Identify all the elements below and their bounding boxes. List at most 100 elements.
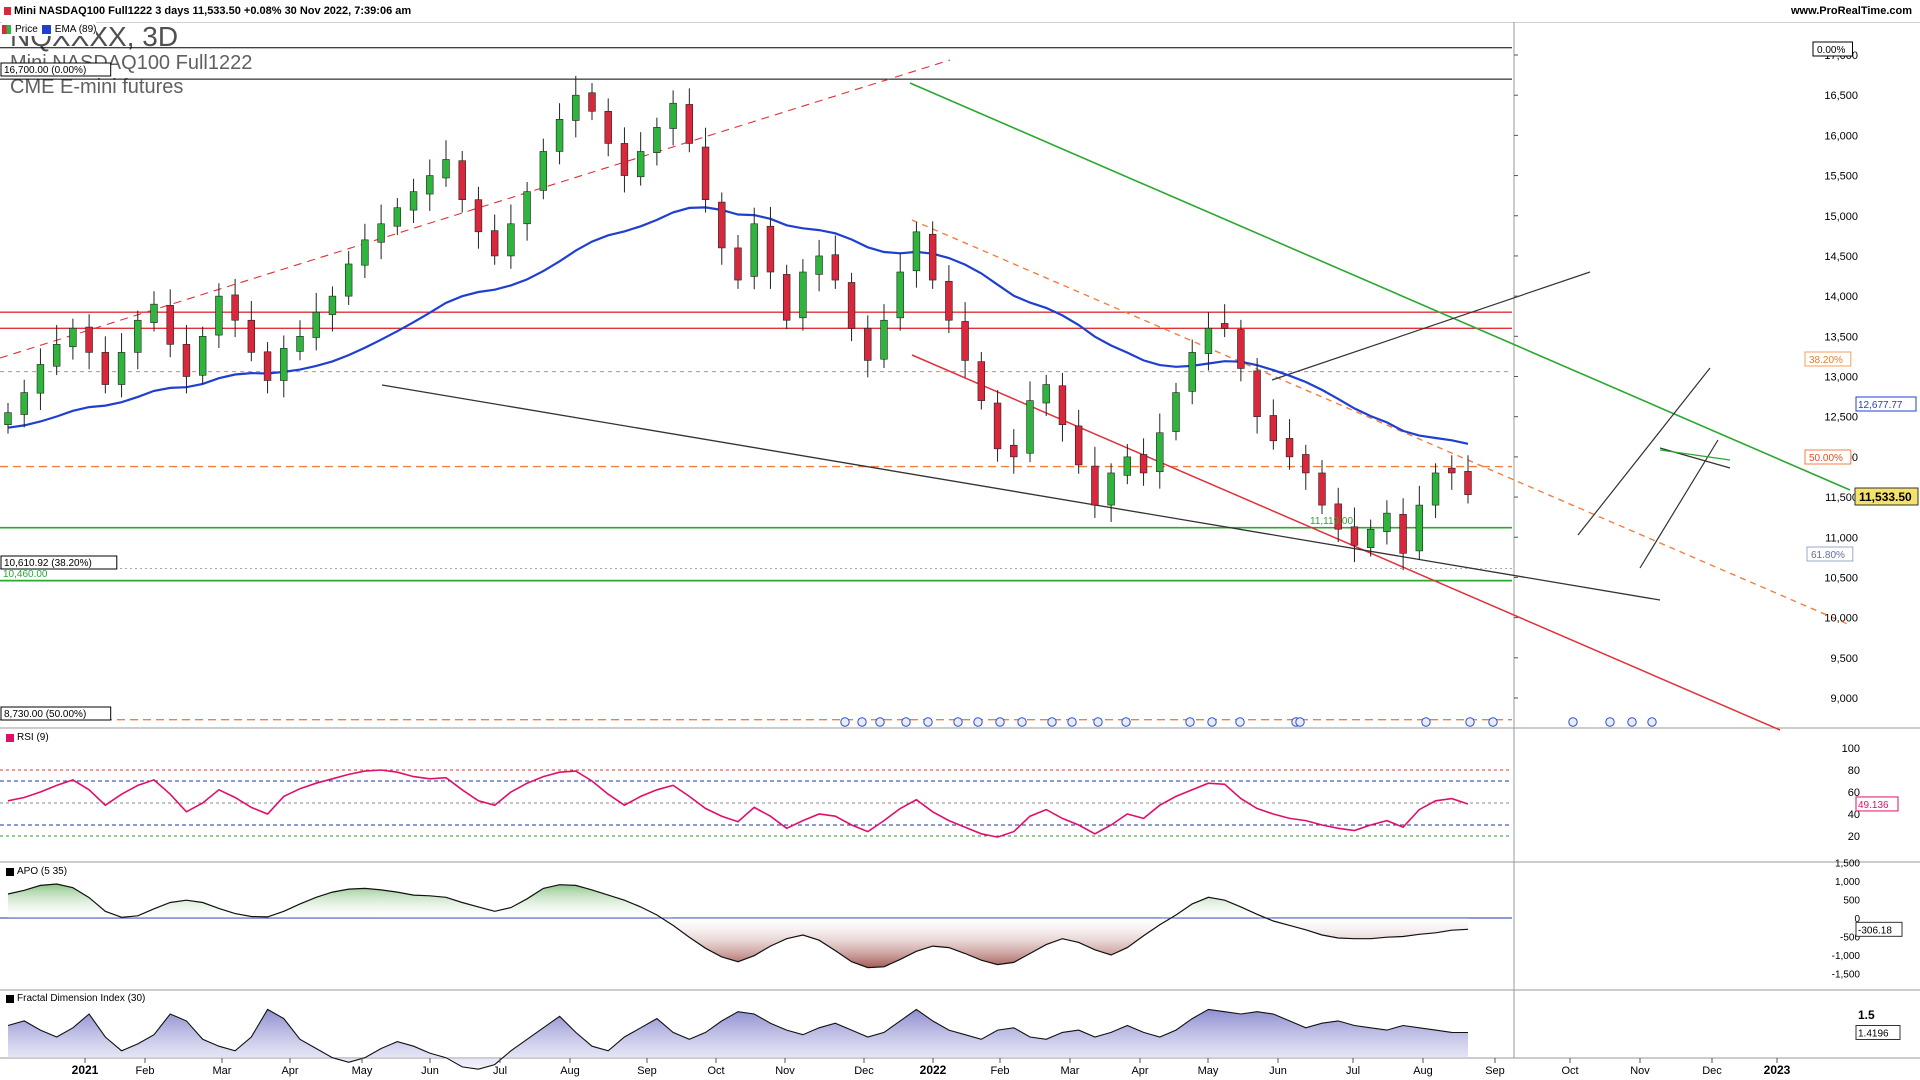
apo-panel-label[interactable]: APO (5 35) xyxy=(4,866,70,877)
rsi-panel-label[interactable]: RSI (9) xyxy=(4,732,51,743)
candle-body xyxy=(977,361,986,401)
rsi-swatch xyxy=(6,733,14,742)
candle xyxy=(718,192,726,265)
chart-title: Mini NASDAQ100 Full1222 3 days 11,533.50… xyxy=(14,5,412,17)
event-marker-icon xyxy=(1647,717,1657,727)
price-axis-label: 13,000 xyxy=(1824,372,1858,384)
candle xyxy=(1366,519,1375,557)
x-axis-label: Nov xyxy=(775,1065,795,1077)
candle xyxy=(977,351,986,410)
candle-body xyxy=(1431,472,1440,506)
candle-body xyxy=(393,207,402,227)
fib-618-right-label-box xyxy=(1806,546,1854,562)
candle xyxy=(831,235,840,289)
x-axis-label: Apr xyxy=(1131,1065,1148,1077)
candle xyxy=(1042,374,1050,416)
candle xyxy=(1026,381,1034,463)
candle xyxy=(1464,455,1472,504)
candle xyxy=(847,272,856,342)
price-axis-label: 13,500 xyxy=(1824,331,1858,343)
fib-50-left-label: 8,730.00 (50.00%) xyxy=(4,709,86,720)
exchange-name: CME E-mini futures xyxy=(10,76,184,98)
x-axis-label: Apr xyxy=(281,1065,298,1077)
candle-body xyxy=(1237,329,1245,369)
candle-body xyxy=(993,402,1002,450)
candle-body xyxy=(653,127,661,153)
x-axis-label: Jun xyxy=(421,1065,439,1077)
candle-body xyxy=(1334,503,1342,530)
black-rising-line xyxy=(1271,271,1591,381)
candle xyxy=(961,302,969,378)
fib-382-left-label-box xyxy=(0,555,118,570)
ema-legend-label[interactable]: EMA (89) xyxy=(54,23,97,35)
candle xyxy=(1204,312,1213,371)
candle xyxy=(442,140,450,187)
fib-50-right-label-box xyxy=(1804,449,1852,465)
candle xyxy=(344,251,353,305)
candle-body xyxy=(4,412,12,426)
candle-body xyxy=(1139,454,1148,474)
candle-body xyxy=(1204,327,1213,354)
event-marker-icon xyxy=(1121,717,1131,727)
candle xyxy=(1253,358,1261,434)
ema-value-box xyxy=(1855,396,1917,412)
candle-body xyxy=(231,294,239,321)
candle-body xyxy=(539,151,548,191)
candle-body xyxy=(36,364,45,394)
candle-body xyxy=(766,225,775,273)
candle xyxy=(117,333,126,398)
rsi-value-label: 49.136 xyxy=(1858,800,1889,811)
candle xyxy=(620,127,629,193)
x-axis-label: Sep xyxy=(1485,1065,1505,1077)
website-label[interactable]: www.ProRealTime.com xyxy=(1790,5,1912,17)
candle-body xyxy=(280,348,288,381)
apo-axis-label: -1,000 xyxy=(1832,951,1861,962)
candle xyxy=(458,151,466,213)
x-axis-label: 2021 xyxy=(72,1063,99,1077)
price-legend-label[interactable]: Price xyxy=(15,23,38,35)
price-axis-label: 11,500 xyxy=(1825,492,1858,504)
apo-negative-area xyxy=(8,918,1468,968)
flag-upper-line xyxy=(1659,449,1731,461)
apo-axis-label: -1,500 xyxy=(1832,970,1861,981)
candle xyxy=(945,265,953,334)
candle-body xyxy=(1399,514,1407,554)
rsi-line xyxy=(7,769,1469,838)
event-marker-icon xyxy=(995,717,1005,727)
event-marker-icon xyxy=(875,717,885,727)
candle xyxy=(36,348,45,411)
event-marker-icon xyxy=(857,717,867,727)
fib-382-left-label: 10,610.92 (38.20%) xyxy=(4,558,92,569)
candle xyxy=(215,283,223,348)
candle xyxy=(507,204,515,269)
price-axis-label: 11,000 xyxy=(1825,532,1858,544)
candle-body xyxy=(490,230,499,257)
fdi-panel-label[interactable]: Fractal Dimension Index (30) xyxy=(4,993,148,1004)
candle xyxy=(636,132,645,186)
candle-body xyxy=(247,319,256,353)
x-axis-label: Mar xyxy=(1061,1065,1080,1077)
x-axis-label: May xyxy=(352,1065,373,1077)
price-legend-swatch xyxy=(2,24,11,34)
candle-body xyxy=(328,295,337,315)
candle-body xyxy=(426,175,434,195)
candle-body xyxy=(296,336,304,352)
candle xyxy=(604,98,612,157)
candle-body xyxy=(961,321,969,361)
last-price-box xyxy=(1854,487,1919,506)
price-axis-label: 9,500 xyxy=(1830,653,1858,665)
candle-body xyxy=(945,280,953,321)
event-marker-icon xyxy=(923,717,933,727)
candle xyxy=(1123,444,1132,485)
x-axis-label: May xyxy=(1198,1065,1219,1077)
candle-body xyxy=(669,102,677,129)
candle xyxy=(750,207,758,290)
candle-body xyxy=(166,305,174,345)
event-marker-icon xyxy=(1185,717,1195,727)
candle-body xyxy=(507,223,515,257)
candle-body xyxy=(555,119,564,152)
candle xyxy=(1350,507,1359,563)
event-marker-icon xyxy=(1207,717,1217,727)
price-axis-label: 9,000 xyxy=(1830,693,1858,705)
